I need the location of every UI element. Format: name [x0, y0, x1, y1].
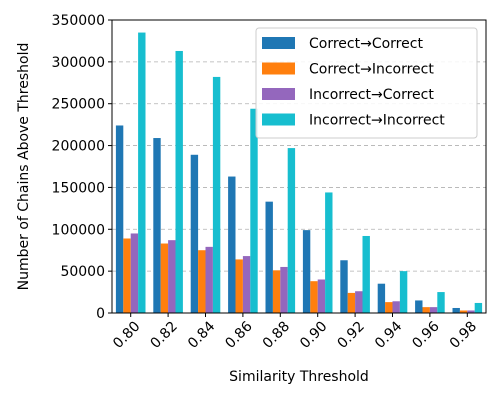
bar: [399, 271, 408, 313]
bar: [385, 302, 393, 313]
y-axis-label: Number of Chains Above Threshold: [16, 43, 32, 291]
legend-swatch: [262, 113, 295, 126]
bar: [138, 32, 146, 314]
bar: [415, 300, 423, 313]
plot-frame: [111, 19, 487, 314]
bar: [429, 307, 438, 313]
bar: [272, 270, 281, 313]
bar: [302, 230, 311, 313]
y-tick-label: 200000: [52, 139, 105, 155]
bar: [235, 259, 243, 313]
y-tick-label: 250000: [52, 97, 105, 113]
y-tick-label: 50000: [60, 264, 105, 280]
y-tick-label: 100000: [52, 222, 105, 238]
bar: [212, 76, 221, 313]
bar: [228, 176, 236, 313]
legend-entry: Correct→Incorrect: [309, 62, 434, 78]
x-tick-label: 0.86: [222, 318, 255, 351]
bar: [190, 154, 199, 313]
bar: [392, 301, 400, 313]
x-tick-label: 0.92: [335, 319, 368, 352]
y-axis-ticks: 0 50000 100000 150000 200000 250000 300000 3500…: [52, 13, 112, 322]
x-axis-label: Similarity Threshold: [229, 369, 369, 385]
bars: [115, 32, 483, 314]
bar: [377, 283, 386, 313]
bar: [474, 302, 483, 313]
bar: [310, 281, 318, 313]
bar: [160, 243, 169, 313]
bar: [205, 246, 213, 313]
x-tick-label: 0.84: [185, 318, 218, 351]
bar: [437, 292, 445, 313]
x-tick-label: 0.94: [372, 318, 405, 351]
y-tick-label: 0: [96, 306, 105, 322]
bar: [362, 235, 370, 313]
bar: [355, 291, 363, 313]
bar: [115, 125, 124, 313]
bar: [198, 250, 206, 313]
x-tick-label: 0.82: [148, 319, 181, 352]
legend-entry: Correct→Correct: [309, 36, 423, 52]
x-axis-ticks: 0.80 0.82 0.84 0.86 0.88 0.90 0.92 0.94 0.96 0.98: [110, 313, 480, 352]
bar: [265, 201, 273, 313]
y-tick-label: 300000: [52, 55, 105, 71]
x-tick-label: 0.88: [260, 319, 293, 352]
legend-swatch: [262, 37, 295, 49]
bar: [459, 310, 468, 313]
bar: [153, 138, 161, 313]
legend-box: [255, 27, 478, 139]
legend-swatch: [262, 62, 295, 75]
bar: [168, 240, 176, 313]
bar: [317, 279, 326, 313]
bar: [340, 260, 348, 313]
bar: [347, 292, 356, 313]
x-tick-label: 0.80: [110, 319, 143, 352]
bar: [242, 256, 251, 313]
x-tick-label: 0.96: [409, 318, 442, 351]
bar: [452, 307, 460, 313]
bar: [280, 266, 288, 313]
bar: [287, 148, 296, 313]
bar: [422, 307, 430, 313]
y-tick-label: 150000: [52, 180, 105, 196]
bar: [123, 238, 131, 313]
y-tick-label: 350000: [52, 13, 105, 29]
bar: [175, 50, 183, 314]
legend-entry: Incorrect→Correct: [309, 87, 434, 103]
legend: Correct→Correct Correct→Incorrect Incorrec…: [255, 27, 478, 139]
bar: [325, 192, 333, 313]
legend-swatch: [262, 88, 295, 100]
x-tick-label: 0.90: [297, 319, 330, 352]
bar: [130, 233, 139, 313]
bar: [250, 108, 258, 313]
legend-entry: Incorrect→Incorrect: [309, 113, 445, 129]
bar: [467, 310, 475, 313]
x-tick-label: 0.98: [447, 319, 480, 352]
